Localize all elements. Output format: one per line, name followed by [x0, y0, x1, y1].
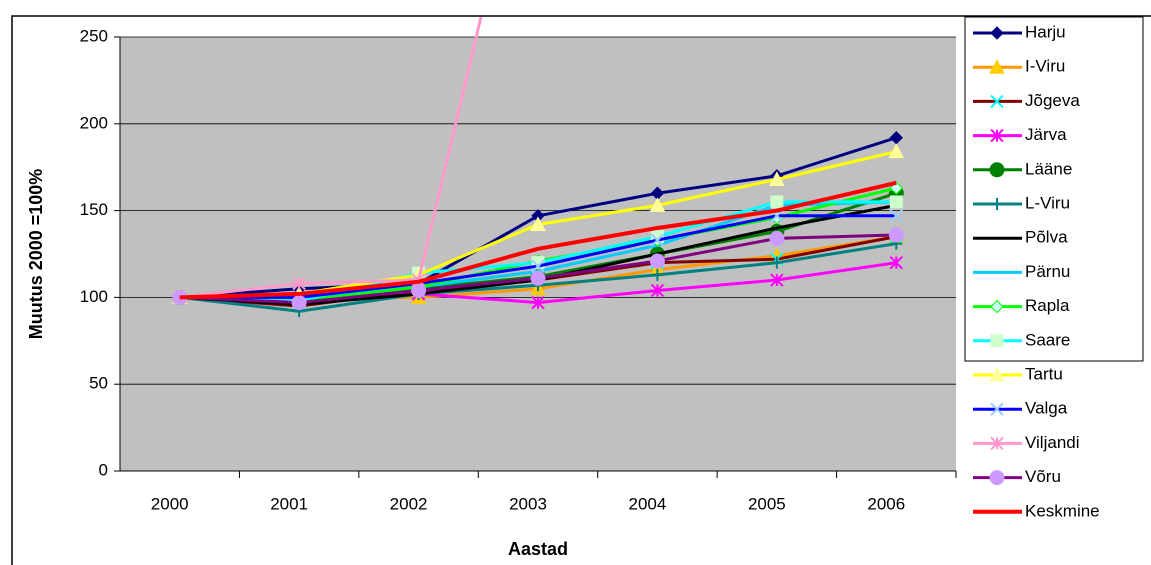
legend-label: Võru — [1025, 467, 1061, 486]
marker — [769, 230, 785, 246]
marker — [888, 227, 904, 243]
x-tick-label: 2004 — [629, 494, 667, 513]
y-tick-label: 100 — [80, 287, 108, 306]
y-tick-label: 50 — [89, 374, 108, 393]
marker — [990, 436, 1004, 451]
legend-label: Keskmine — [1025, 501, 1100, 520]
marker — [530, 270, 546, 286]
marker — [889, 209, 903, 223]
x-axis-title: Aastad — [508, 539, 568, 559]
x-tick-label: 2002 — [390, 494, 428, 513]
legend-label: I-Viru — [1025, 57, 1065, 76]
legend-label: Pärnu — [1025, 262, 1070, 281]
marker — [292, 276, 306, 291]
legend-label: L-Viru — [1025, 193, 1070, 212]
legend-label: Viljandi — [1025, 433, 1080, 452]
marker — [651, 268, 664, 281]
marker — [989, 162, 1005, 178]
x-tick-label: 2005 — [748, 494, 786, 513]
marker — [990, 402, 1004, 416]
legend-label: Rapla — [1025, 296, 1070, 315]
legend-label: Põlva — [1025, 228, 1068, 247]
marker — [531, 259, 545, 273]
y-tick-label: 150 — [80, 200, 108, 219]
series-line — [179, 180, 897, 300]
x-tick-label: 2003 — [509, 494, 547, 513]
marker — [770, 195, 784, 209]
marker — [989, 470, 1005, 486]
marker — [989, 59, 1005, 74]
marker — [990, 299, 1004, 314]
x-tick-label: 2006 — [867, 494, 905, 513]
marker — [530, 216, 546, 231]
y-axis-title: Muutus 2000 =100% — [26, 169, 46, 340]
marker — [649, 253, 665, 269]
marker — [889, 255, 903, 270]
series-line — [179, 17, 483, 299]
legend-label: Lääne — [1025, 159, 1072, 178]
y-tick-label: 200 — [80, 113, 108, 132]
marker — [990, 94, 1004, 109]
legend-label: Harju — [1025, 22, 1066, 41]
marker — [291, 295, 307, 311]
x-tick-label: 2000 — [151, 494, 189, 513]
plot-area — [120, 37, 956, 471]
legend-label: Saare — [1025, 330, 1070, 349]
marker — [770, 256, 783, 269]
marker — [889, 195, 903, 209]
y-tick-label: 250 — [80, 26, 108, 45]
marker — [411, 282, 427, 298]
marker — [990, 334, 1004, 348]
marker — [770, 273, 784, 287]
legend-label: Järva — [1025, 125, 1067, 144]
marker — [650, 283, 665, 298]
marker — [650, 233, 665, 247]
marker — [990, 26, 1004, 40]
legend-label: Valga — [1025, 399, 1068, 418]
marker — [888, 143, 905, 159]
legend-label: Jõgeva — [1025, 91, 1080, 110]
marker — [989, 366, 1005, 382]
marker — [649, 197, 666, 212]
y-tick-label: 0 — [99, 460, 108, 479]
marker — [991, 198, 1003, 210]
marker — [531, 295, 545, 310]
legend-label: Tartu — [1025, 364, 1063, 383]
marker — [990, 128, 1004, 143]
x-tick-label: 2001 — [270, 494, 308, 513]
marker — [769, 171, 785, 186]
